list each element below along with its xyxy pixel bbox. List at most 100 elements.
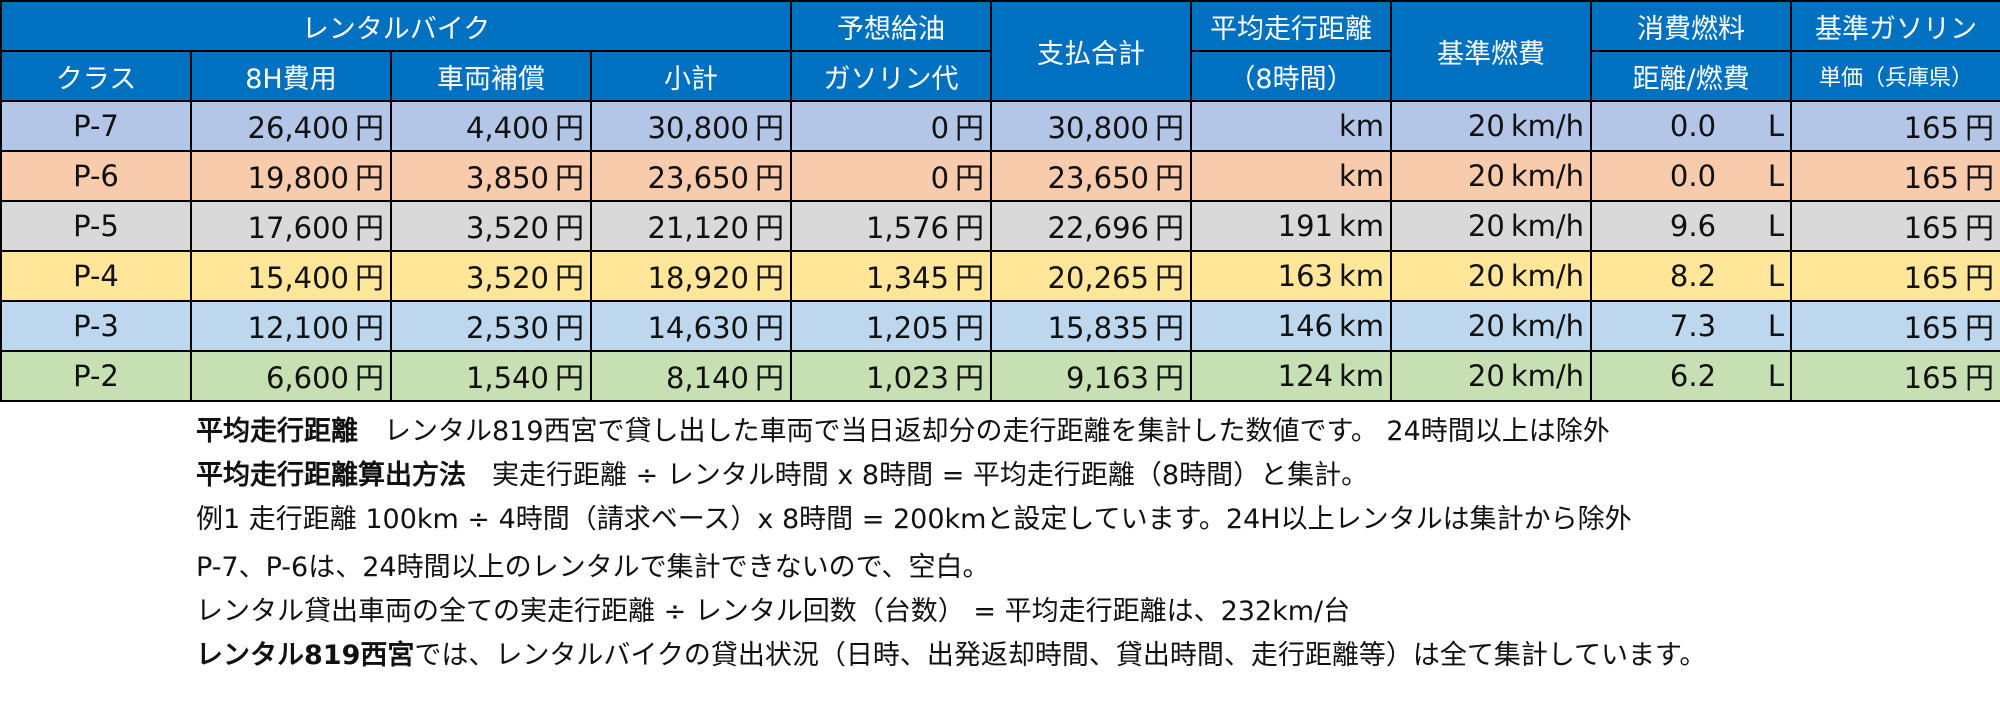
cell-avg-distance-unit: km [1338,309,1385,343]
header-gas-cost: ガソリン代 [790,50,993,102]
cell-vehicle-comp-value: 3,520 [465,261,549,295]
cell-fuel-economy-unit: km/h [1510,259,1585,293]
cell-fuel-consumed-value: 9.6 [1669,209,1717,243]
header-avg-distance-sub: （8時間） [1190,50,1393,102]
cell-total-unit: 円 [1155,111,1185,145]
header-base-gas: 基準ガソリン [1790,0,2000,52]
cell-class: P-2 [0,350,192,402]
cell-gas-price-value: 165 [1903,211,1960,245]
cell-vehicle-comp: 3,520 円 [390,200,592,252]
cell-fuel-economy: 20 km/h [1390,350,1593,402]
cell-avg-distance-unit: km [1338,259,1385,293]
note-blank-reason-text: P-7、P-6は、24時間以上のレンタルで集計できないので、空白。 [196,551,990,583]
cell-subtotal-unit: 円 [755,261,785,295]
cell-gas-cost-value: 0 [930,161,950,195]
cell-fuel-consumed: 9.6 L [1590,200,1793,252]
cell-cost-8h: 26,400 円 [190,100,392,152]
header-vehicle-comp: 車両補償 [390,50,592,102]
cell-gas-cost: 1,023 円 [790,350,993,402]
cell-subtotal-value: 21,120 [647,211,750,245]
cell-total-value: 23,650 [1047,161,1150,195]
header-subtotal: 小計 [589,50,793,102]
cell-gas-cost-unit: 円 [955,311,985,345]
cell-cost-8h: 17,600 円 [190,200,392,252]
cell-fuel-consumed: 0.0 L [1590,150,1793,202]
cell-fuel-consumed-unit: L [1767,259,1785,293]
cell-subtotal-value: 14,630 [647,311,750,345]
cell-avg-distance-unit: km [1338,109,1385,143]
cell-vehicle-comp-value: 4,400 [465,111,549,145]
cell-class-value: P-5 [73,209,119,243]
header-row-sub: クラス 8H費用 車両補償 小計 ガソリン代 （8時間） 距離/燃費 単価（兵庫… [0,50,2000,102]
table-row: P-2 6,600 円 1,540 円 8,140 円 1,023 円 9,163 円 124 km 20… [0,350,2000,402]
note-overall-average-text: レンタル貸出車両の全ての実走行距離 ÷ レンタル回数（台数） = 平均走行距離は… [196,595,1351,627]
cell-gas-price-unit: 円 [1965,261,1995,295]
cell-fuel-consumed-value: 0.0 [1669,159,1717,193]
cell-avg-distance-value: 124 [1277,359,1333,393]
cell-subtotal-value: 23,650 [647,161,750,195]
cell-fuel-consumed-value: 6.2 [1669,359,1717,393]
cell-fuel-consumed: 0.0 L [1590,100,1793,152]
cell-total-unit: 円 [1155,261,1185,295]
note-avg-distance: 平均走行距離 レンタル819西宮で貸し出した車両で当日返却分の走行距離を集計した… [196,410,1986,454]
cell-fuel-economy-value: 20 [1467,109,1505,143]
cell-vehicle-comp: 1,540 円 [390,350,592,402]
header-avg-distance: 平均走行距離 [1190,0,1393,52]
cell-total-unit: 円 [1155,311,1185,345]
cell-gas-price: 165 円 [1790,100,2000,152]
cell-fuel-economy: 20 km/h [1390,250,1593,302]
table-row: P-6 19,800 円 3,850 円 23,650 円 0 円 23,650 円 km 20 km/h… [0,150,2000,202]
cell-subtotal: 21,120 円 [589,200,793,252]
cell-fuel-consumed-unit: L [1767,359,1785,393]
cell-gas-cost: 1,576 円 [790,200,993,252]
cell-class-value: P-7 [73,109,119,143]
cell-subtotal-unit: 円 [755,161,785,195]
cell-subtotal: 8,140 円 [589,350,793,402]
cell-fuel-consumed-unit: L [1767,159,1785,193]
cell-gas-cost-unit: 円 [955,211,985,245]
cell-vehicle-comp-unit: 円 [554,111,584,145]
cell-gas-cost-unit: 円 [955,111,985,145]
cell-vehicle-comp-unit: 円 [554,161,584,195]
cell-cost-8h-value: 19,800 [247,161,349,195]
cell-gas-price: 165 円 [1790,150,2000,202]
cell-class: P-7 [0,100,192,152]
cell-total: 20,265 円 [990,250,1193,302]
note-calc-method-text: 実走行距離 ÷ レンタル時間 x 8時間 = 平均走行距離（8時間）と集計。 [492,459,1369,491]
cell-subtotal-unit: 円 [755,211,785,245]
cell-subtotal-value: 18,920 [647,261,750,295]
cell-total: 9,163 円 [990,350,1193,402]
cell-class-value: P-2 [73,359,119,393]
table-row: P-3 12,100 円 2,530 円 14,630 円 1,205 円 15,835 円 146 k… [0,300,2000,352]
cell-fuel-economy-unit: km/h [1510,209,1585,243]
cell-vehicle-comp: 2,530 円 [390,300,592,352]
header-fuel-forecast: 予想給油 [790,0,993,52]
cell-cost-8h-unit: 円 [354,161,384,195]
cell-gas-price-value: 165 [1903,261,1960,295]
cell-gas-price-unit: 円 [1965,211,1995,245]
cell-fuel-economy-unit: km/h [1510,359,1585,393]
cell-cost-8h-unit: 円 [354,311,384,345]
cell-vehicle-comp-value: 3,520 [465,211,549,245]
cell-vehicle-comp-unit: 円 [554,311,584,345]
cell-avg-distance-value: 191 [1277,209,1333,243]
notes-section: 平均走行距離 レンタル819西宮で貸し出した車両で当日返却分の走行距離を集計した… [196,410,1986,678]
cell-gas-price-value: 165 [1903,361,1960,395]
cell-gas-cost-value: 1,345 [865,261,950,295]
cell-gas-price: 165 円 [1790,250,2000,302]
cell-fuel-consumed-value: 7.3 [1669,309,1717,343]
cell-total-value: 9,163 [1065,361,1150,395]
cell-total-value: 15,835 [1047,311,1150,345]
cell-class-value: P-4 [73,259,119,293]
cell-fuel-economy-value: 20 [1467,159,1505,193]
cell-subtotal: 30,800 円 [589,100,793,152]
cell-subtotal-unit: 円 [755,311,785,345]
cell-total: 30,800 円 [990,100,1193,152]
note-example-text: 例1 走行距離 100km ÷ 4時間（請求ベース）x 8時間 = 200kmと… [196,503,1632,535]
cell-vehicle-comp-unit: 円 [554,361,584,395]
cell-fuel-economy: 20 km/h [1390,150,1593,202]
cell-total: 23,650 円 [990,150,1193,202]
cell-cost-8h-unit: 円 [354,211,384,245]
cell-vehicle-comp-unit: 円 [554,211,584,245]
cell-gas-price-unit: 円 [1965,111,1995,145]
